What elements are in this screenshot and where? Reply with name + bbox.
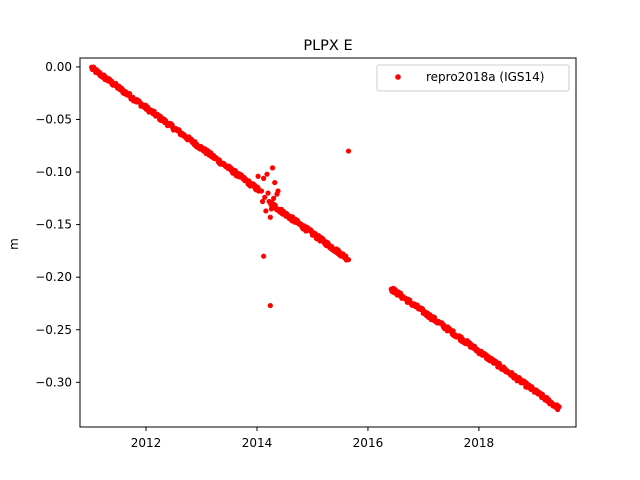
y-tick-label: 0.00	[45, 60, 72, 74]
y-tick-label: −0.25	[35, 323, 72, 337]
y-tick-label: −0.10	[35, 165, 72, 179]
plot-frame	[79, 57, 577, 428]
chart-title: PLPX E	[303, 38, 352, 54]
data-point	[556, 404, 562, 410]
data-point	[261, 175, 267, 181]
data-point	[269, 165, 276, 171]
x-tick-label: 2016	[353, 436, 384, 450]
points-layer	[89, 64, 562, 413]
legend-box	[376, 64, 570, 92]
y-tick-label: −0.15	[35, 218, 72, 232]
x-tick-label: 2018	[464, 436, 495, 450]
y-tick-label: −0.05	[35, 113, 72, 127]
y-tick-label: −0.30	[35, 375, 72, 389]
data-point	[258, 188, 265, 194]
data-point	[272, 179, 278, 186]
y-tick-label: −0.20	[35, 270, 72, 284]
data-point	[271, 195, 277, 201]
data-point	[263, 208, 269, 214]
data-point	[268, 206, 275, 212]
data-point	[262, 194, 268, 200]
y-axis-label: m	[7, 238, 21, 250]
ticks-layer: 2012 2014 2016 2018 0.00 −0.05 −0.10 −0.15 −0.20…	[35, 60, 494, 450]
legend: repro2018a (IGS14)	[376, 64, 570, 92]
data-point	[259, 198, 266, 205]
data-point	[345, 257, 352, 263]
legend-marker	[395, 74, 401, 80]
data-point	[266, 198, 272, 205]
x-tick-label: 2014	[242, 436, 273, 450]
x-tick-label: 2012	[131, 436, 162, 450]
data-point	[275, 188, 281, 194]
legend-label: repro2018a (IGS14)	[426, 70, 544, 84]
data-point	[255, 173, 261, 179]
data-point	[345, 148, 352, 154]
data-point	[261, 253, 267, 259]
data-point	[267, 302, 273, 309]
data-point	[264, 171, 270, 177]
data-point	[267, 214, 273, 220]
data-point	[265, 190, 271, 196]
data-point	[450, 328, 456, 334]
